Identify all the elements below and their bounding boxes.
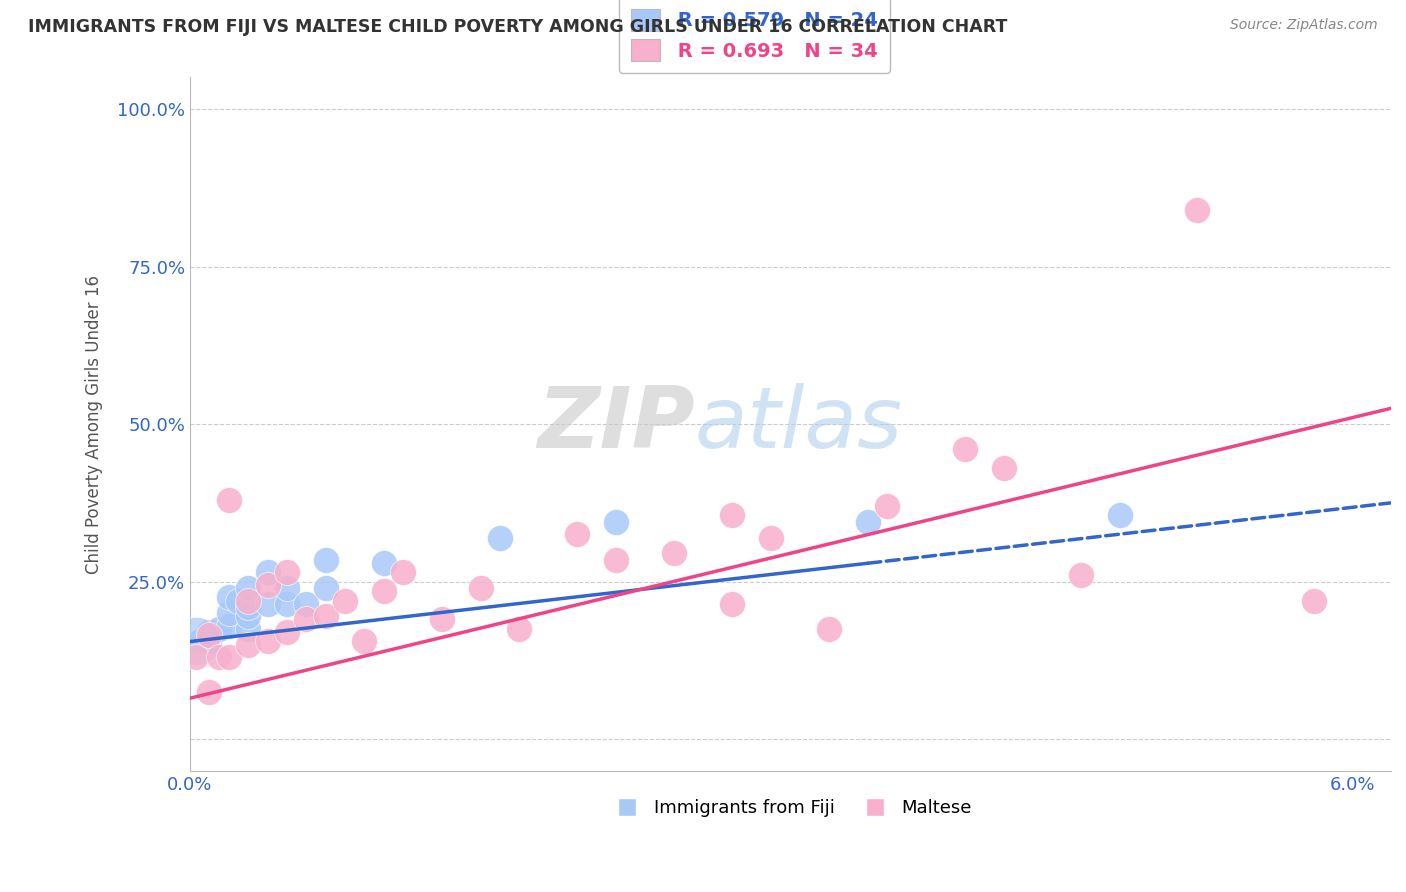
Point [721,597,744,611]
Point [818,622,841,636]
Point [198,685,221,699]
Text: Source: ZipAtlas.com: Source: ZipAtlas.com [1230,18,1378,32]
Point [218,619,240,633]
Point [373,584,395,599]
Point [256,578,278,592]
Point [256,597,278,611]
Point [373,556,395,570]
Point [198,628,221,642]
Point [276,565,298,579]
Point [295,612,318,626]
Point [184,650,207,665]
Point [605,552,627,566]
Point [993,461,1015,475]
Point [238,638,260,652]
Point [664,546,686,560]
Y-axis label: Child Poverty Among Girls Under 16: Child Poverty Among Girls Under 16 [86,275,103,574]
Point [470,581,492,595]
Point [759,531,782,545]
Point [353,634,375,648]
Point [876,499,898,513]
Point [333,593,356,607]
Point [508,622,530,636]
Point [218,650,240,665]
Point [228,593,250,607]
Point [392,565,415,579]
Point [1108,508,1130,523]
Point [856,515,879,529]
Point [276,581,298,595]
Point [238,581,260,595]
Point [256,565,278,579]
Point [184,634,207,648]
Point [430,612,453,626]
Point [315,552,337,566]
Point [953,442,976,457]
Point [208,622,231,636]
Legend: Immigrants from Fiji, Maltese: Immigrants from Fiji, Maltese [602,791,980,824]
Text: IMMIGRANTS FROM FIJI VS MALTESE CHILD POVERTY AMONG GIRLS UNDER 16 CORRELATION C: IMMIGRANTS FROM FIJI VS MALTESE CHILD PO… [28,18,1008,36]
Point [238,593,260,607]
Point [315,581,337,595]
Text: ZIP: ZIP [537,383,695,466]
Point [208,650,231,665]
Point [218,492,240,507]
Text: atlas: atlas [695,383,903,466]
Point [198,625,221,640]
Point [315,609,337,624]
Point [567,527,589,541]
Point [276,625,298,640]
Point [276,597,298,611]
Point [605,515,627,529]
Point [238,599,260,614]
Point [188,634,211,648]
Point [218,591,240,605]
Point [1070,568,1092,582]
Point [489,531,512,545]
Point [256,634,278,648]
Point [238,622,260,636]
Point [1302,593,1324,607]
Point [218,606,240,620]
Point [721,508,744,523]
Point [1187,202,1209,217]
Point [198,634,221,648]
Point [238,609,260,624]
Point [295,597,318,611]
